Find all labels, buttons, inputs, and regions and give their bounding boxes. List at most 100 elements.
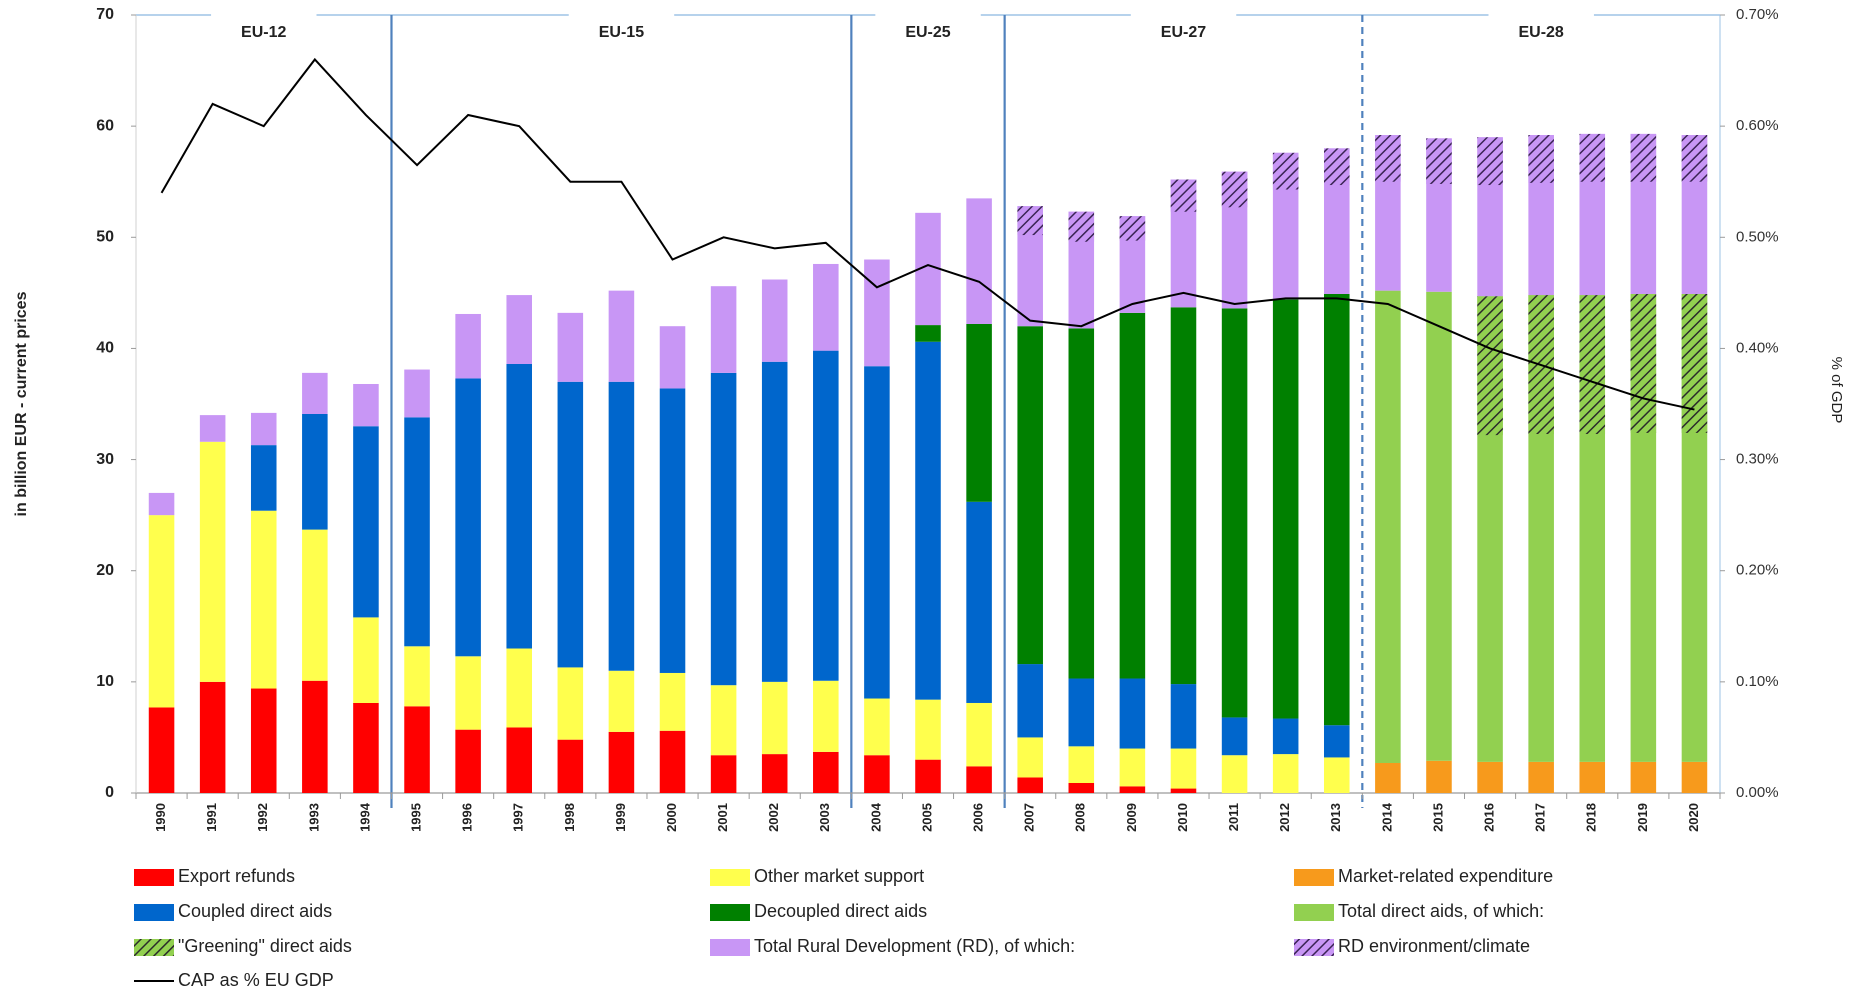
bar-segment (404, 369, 430, 418)
bar-segment (1375, 290, 1401, 763)
period-label-bg (568, 11, 675, 45)
x-tick-label: 2012 (1277, 803, 1292, 832)
bar-segment-hatched (1579, 295, 1606, 435)
legend-swatch (710, 904, 750, 921)
bar-segment (966, 766, 992, 793)
bar-segment (1630, 761, 1657, 793)
bar-segment (1170, 684, 1197, 749)
bar-segment (659, 672, 686, 731)
period-label: EU-12 (241, 24, 286, 41)
bar-segment (1119, 678, 1146, 749)
bar-segment (1272, 754, 1299, 793)
bar-segment (1426, 760, 1452, 793)
x-tick-label: 2020 (1686, 803, 1701, 832)
bar-segment (506, 727, 532, 793)
period-label: EU-28 (1518, 24, 1563, 41)
y-tick-label: 30 (96, 451, 114, 468)
legend-swatch (710, 939, 750, 956)
bar-segment (1681, 761, 1708, 793)
bar-segment-hatched (1426, 138, 1452, 184)
bar-segment (864, 259, 890, 367)
y-tick-label: 70 (96, 6, 114, 23)
legend-swatch (1294, 939, 1334, 956)
bar-segment (966, 501, 992, 703)
bar-segment (148, 492, 175, 516)
bar-segment (761, 681, 788, 755)
x-tick-label: 2004 (868, 802, 883, 832)
bar-segment (1272, 718, 1299, 755)
bar-segment (353, 617, 379, 703)
legend-label: Export refunds (178, 866, 295, 886)
bar-segment (250, 412, 277, 446)
y2-tick-label: 0.20% (1736, 562, 1779, 579)
y2-axis-title: % of GDP (1828, 357, 1845, 424)
y-tick-label: 10 (96, 673, 114, 690)
bar-segment (710, 286, 737, 373)
bar-segment-hatched (1221, 171, 1248, 208)
bar-segment-hatched (1528, 135, 1554, 183)
bar-segment (148, 515, 175, 708)
x-tick-label: 1998 (562, 803, 577, 832)
bar-segment (966, 198, 992, 324)
bar-segment-hatched (1579, 133, 1606, 182)
bar-segment-hatched (1375, 135, 1401, 182)
bar-segment (608, 670, 635, 732)
bar-segment (608, 290, 635, 382)
bar-segment (966, 323, 992, 502)
bar-segment (1170, 788, 1197, 793)
y-tick-label: 50 (96, 229, 114, 246)
y2-tick-label: 0.40% (1736, 339, 1779, 356)
x-tick-label: 2014 (1379, 802, 1394, 832)
bar-segment (455, 729, 481, 793)
bar-segment (404, 706, 430, 793)
bar-segment (1068, 746, 1095, 783)
bar-segment (506, 363, 532, 649)
bar-segment (455, 313, 481, 379)
bar-segment (1221, 717, 1248, 756)
bar-segment (1119, 786, 1146, 793)
bar-segment (659, 388, 686, 673)
legend-label: Decoupled direct aids (754, 901, 927, 921)
bar-segment (302, 414, 328, 530)
period-label-bg (875, 11, 981, 45)
x-tick-label: 2008 (1073, 803, 1088, 832)
x-tick-label: 2009 (1124, 803, 1139, 832)
bar-segment (813, 263, 839, 351)
legend-label: Other market support (754, 866, 924, 886)
bar-segment (557, 381, 584, 668)
bar-segment (1324, 293, 1350, 726)
bar-segment-hatched (1477, 137, 1503, 186)
bar-segment-hatched (1170, 179, 1197, 212)
bar-segment (353, 426, 379, 618)
bar-segment (1068, 328, 1095, 679)
bar-segment-hatched (1630, 133, 1657, 182)
bar-segment (353, 383, 379, 427)
bar-segment (455, 378, 481, 657)
legend-swatch (710, 869, 750, 886)
bar-segment (353, 702, 379, 793)
bar-segment (761, 754, 788, 793)
x-tick-label: 2001 (715, 803, 730, 832)
bar-segment (1221, 755, 1248, 793)
x-tick-label: 1990 (153, 803, 168, 832)
bar-segment-hatched (1272, 152, 1299, 190)
period-label-bg (1488, 11, 1594, 45)
bar-segment (659, 326, 686, 389)
x-tick-label: 2016 (1482, 803, 1497, 832)
bar-segment (915, 759, 941, 793)
bar-segment (1068, 678, 1095, 747)
bar-segment (557, 667, 584, 740)
legend-label: Market-related expenditure (1338, 866, 1553, 886)
legend-swatch (1294, 904, 1334, 921)
x-tick-label: 2019 (1635, 803, 1650, 832)
legend-label: Coupled direct aids (178, 901, 332, 921)
bar-segment-hatched (1017, 206, 1043, 236)
bar-segment (199, 415, 226, 442)
bar-segment (1375, 762, 1401, 793)
x-tick-label: 2005 (919, 803, 934, 832)
x-tick-label: 2003 (817, 803, 832, 832)
bar-segment (199, 681, 226, 793)
bar-segment-hatched (1068, 211, 1095, 242)
x-tick-label: 2006 (971, 803, 986, 832)
bar-segment (1477, 761, 1503, 793)
